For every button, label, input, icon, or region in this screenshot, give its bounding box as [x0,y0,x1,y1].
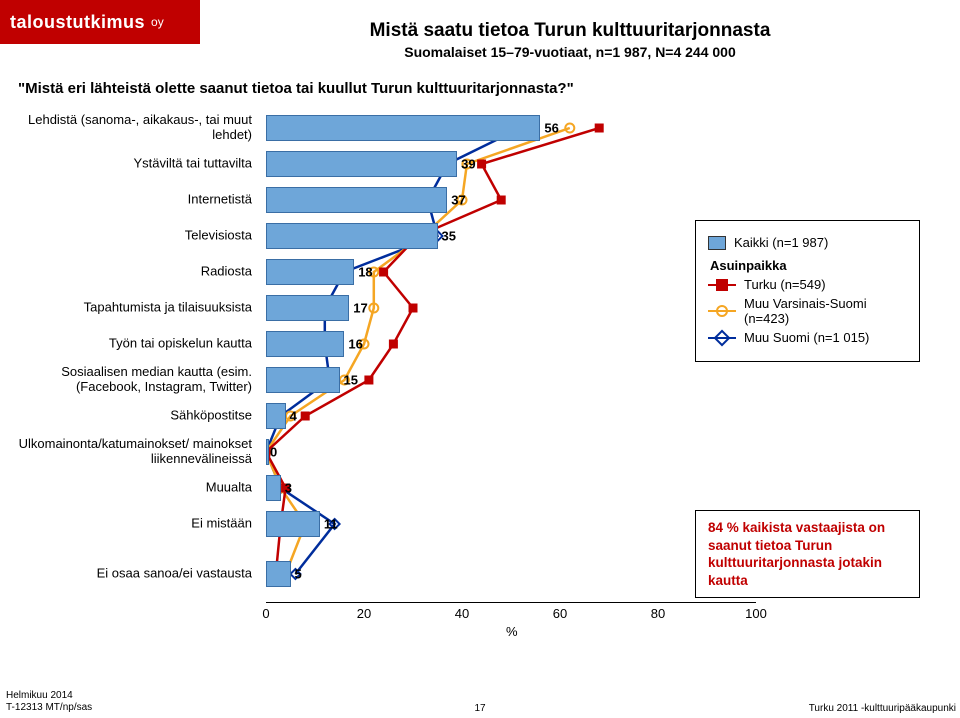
bar [266,403,286,429]
brand-name: taloustutkimus [10,12,145,33]
bar-label: Televisiosta [0,229,258,244]
bar-label: Radiosta [0,265,258,280]
footer-right: Turku 2011 -kulttuuripääkaupunki [809,703,956,714]
bar-row: Sosiaalisen median kautta (esim. (Facebo… [0,362,960,398]
bar-value: 39 [461,157,475,172]
bar [266,561,291,587]
axis-tick: 80 [638,606,678,621]
axis-tick: 0 [246,606,286,621]
bar-label: Tapahtumista ja tilaisuuksista [0,301,258,316]
legend-item: Turku (n=549) [708,277,907,292]
bar-value: 56 [544,121,558,136]
bar-label: Internetistä [0,193,258,208]
brand-header: taloustutkimus oy [0,0,200,44]
bar [266,475,281,501]
bar-value: 37 [451,193,465,208]
axis-tick: 60 [540,606,580,621]
legend-all-label: Kaikki (n=1 987) [734,235,828,250]
bar-value: 17 [353,301,367,316]
bar [266,259,354,285]
footer-ref: T-12313 MT/np/sas [6,702,92,714]
bar-value: 18 [358,265,372,280]
bar-value: 16 [348,337,362,352]
bar-row: Ulkomainonta/katumainokset/ mainokset li… [0,434,960,470]
axis-tick: 40 [442,606,482,621]
axis-tick: 100 [736,606,776,621]
bar-row: Internetistä 37 [0,182,960,218]
legend-item: Muu Suomi (n=1 015) [708,330,907,345]
bar-row: Ystäviltä tai tuttavilta 39 [0,146,960,182]
bar [266,151,457,177]
question-text: "Mistä eri lähteistä olette saanut tieto… [18,80,574,97]
legend-item-label: Muu Suomi (n=1 015) [744,330,869,345]
bar-label: Ulkomainonta/katumainokset/ mainokset li… [0,437,258,467]
bar-row: Sähköpostitse 4 [0,398,960,434]
bar-label: Ystäviltä tai tuttavilta [0,157,258,172]
callout-box: 84 % kaikista vastaajista on saanut tiet… [695,510,920,598]
footer-page: 17 [474,703,485,714]
bar [266,511,320,537]
bar-value: 0 [270,445,277,460]
bar [266,187,447,213]
bar-label: Työn tai opiskelun kautta [0,337,258,352]
footer-date: Helmikuu 2014 [6,690,92,702]
bar-label: Ei osaa sanoa/ei vastausta [0,567,258,582]
bar-label: Ei mistään [0,517,258,532]
bar-value: 15 [344,373,358,388]
bar-label: Sosiaalisen median kautta (esim. (Facebo… [0,365,258,395]
title-block: Mistä saatu tietoa Turun kulttuuritarjon… [200,20,940,60]
footer-left: Helmikuu 2014 T-12313 MT/np/sas [6,690,92,714]
legend-line-swatch [708,278,736,292]
bar-value: 3 [285,481,292,496]
bar [266,115,540,141]
legend-box: Kaikki (n=1 987) Asuinpaikka Turku (n=54… [695,220,920,362]
legend-line-swatch [708,331,736,345]
legend-all: Kaikki (n=1 987) [708,235,907,250]
bar-value: 5 [295,567,302,582]
legend-item: Muu Varsinais-Suomi (n=423) [708,296,907,326]
legend-item-label: Muu Varsinais-Suomi (n=423) [744,296,907,326]
legend-swatch-all [708,236,726,250]
bar [266,439,269,465]
bar [266,331,344,357]
bar-label: Muualta [0,481,258,496]
bar-row: Muualta 3 [0,470,960,506]
legend-line-swatch [708,304,736,318]
bar-row: Lehdistä (sanoma-, aikakaus-, tai muut l… [0,110,960,146]
bar-label: Sähköpostitse [0,409,258,424]
chart-title: Mistä saatu tietoa Turun kulttuuritarjon… [200,20,940,42]
legend-group-title: Asuinpaikka [710,258,907,273]
bar-value: 4 [290,409,297,424]
bar [266,367,340,393]
chart-subtitle: Suomalaiset 15–79-vuotiaat, n=1 987, N=4… [200,44,940,60]
brand-suffix: oy [151,15,164,29]
bar-value: 11 [324,517,338,532]
bar [266,223,438,249]
axis-label: % [506,624,518,639]
bar-label: Lehdistä (sanoma-, aikakaus-, tai muut l… [0,113,258,143]
bar-value: 35 [442,229,456,244]
axis-tick: 20 [344,606,384,621]
bar [266,295,349,321]
legend-item-label: Turku (n=549) [744,277,826,292]
